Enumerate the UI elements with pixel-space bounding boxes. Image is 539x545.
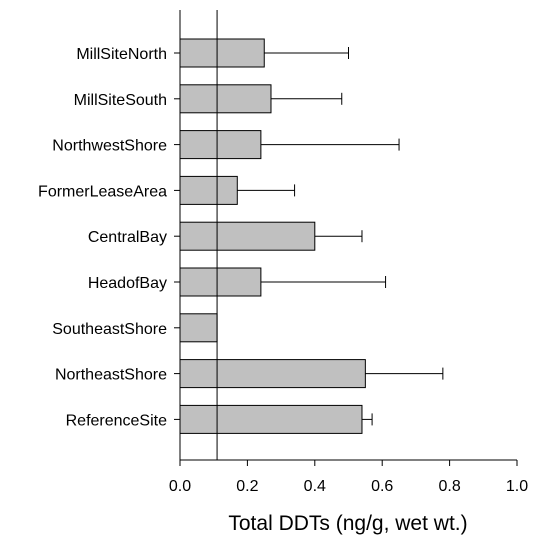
- bar-HeadofBay: [179, 267, 262, 297]
- bar-NorthwestShore: [179, 130, 262, 160]
- x-tick-label-0.2: 0.2: [236, 478, 258, 495]
- category-label-NorthwestShore: NorthwestShore: [52, 138, 167, 155]
- category-label-MillSiteNorth: MillSiteNorth: [76, 46, 167, 63]
- bar-FormerLeaseArea: [179, 175, 238, 205]
- x-tick-label-0.6: 0.6: [371, 478, 393, 495]
- bar-CentralBay: [179, 221, 316, 251]
- x-tick-label-0.0: 0.0: [169, 478, 191, 495]
- bar-NortheastShore: [179, 359, 366, 389]
- bars-layer: [179, 38, 366, 434]
- error-bars-layer: [237, 47, 444, 426]
- bar-ReferenceSite: [179, 404, 363, 434]
- bar-MillSiteNorth: [179, 38, 265, 68]
- axes-layer: [174, 10, 517, 461]
- x-tick-label-0.8: 0.8: [438, 478, 460, 495]
- bar-MillSiteSouth: [179, 84, 272, 114]
- category-label-CentralBay: CentralBay: [88, 229, 167, 246]
- category-labels-layer: MillSiteNorth MillSiteSouth NorthwestShore…: [38, 46, 167, 429]
- category-label-NortheastShore: NortheastShore: [55, 367, 167, 384]
- category-label-FormerLeaseArea: FormerLeaseArea: [38, 183, 167, 200]
- x-tick-label-1.0: 1.0: [506, 478, 528, 495]
- category-label-MillSiteSouth: MillSiteSouth: [74, 92, 167, 109]
- category-label-ReferenceSite: ReferenceSite: [66, 412, 167, 429]
- bar-SoutheastShore: [179, 313, 218, 343]
- x-tick-label-0.4: 0.4: [304, 478, 326, 495]
- x-ticks-layer: 0.0 0.2 0.4 0.6 0.8 1.0: [169, 460, 528, 495]
- x-axis-title: Total DDTs (ng/g, wet wt.): [228, 512, 467, 535]
- category-label-HeadofBay: HeadofBay: [88, 275, 167, 292]
- category-label-SoutheastShore: SoutheastShore: [52, 321, 167, 338]
